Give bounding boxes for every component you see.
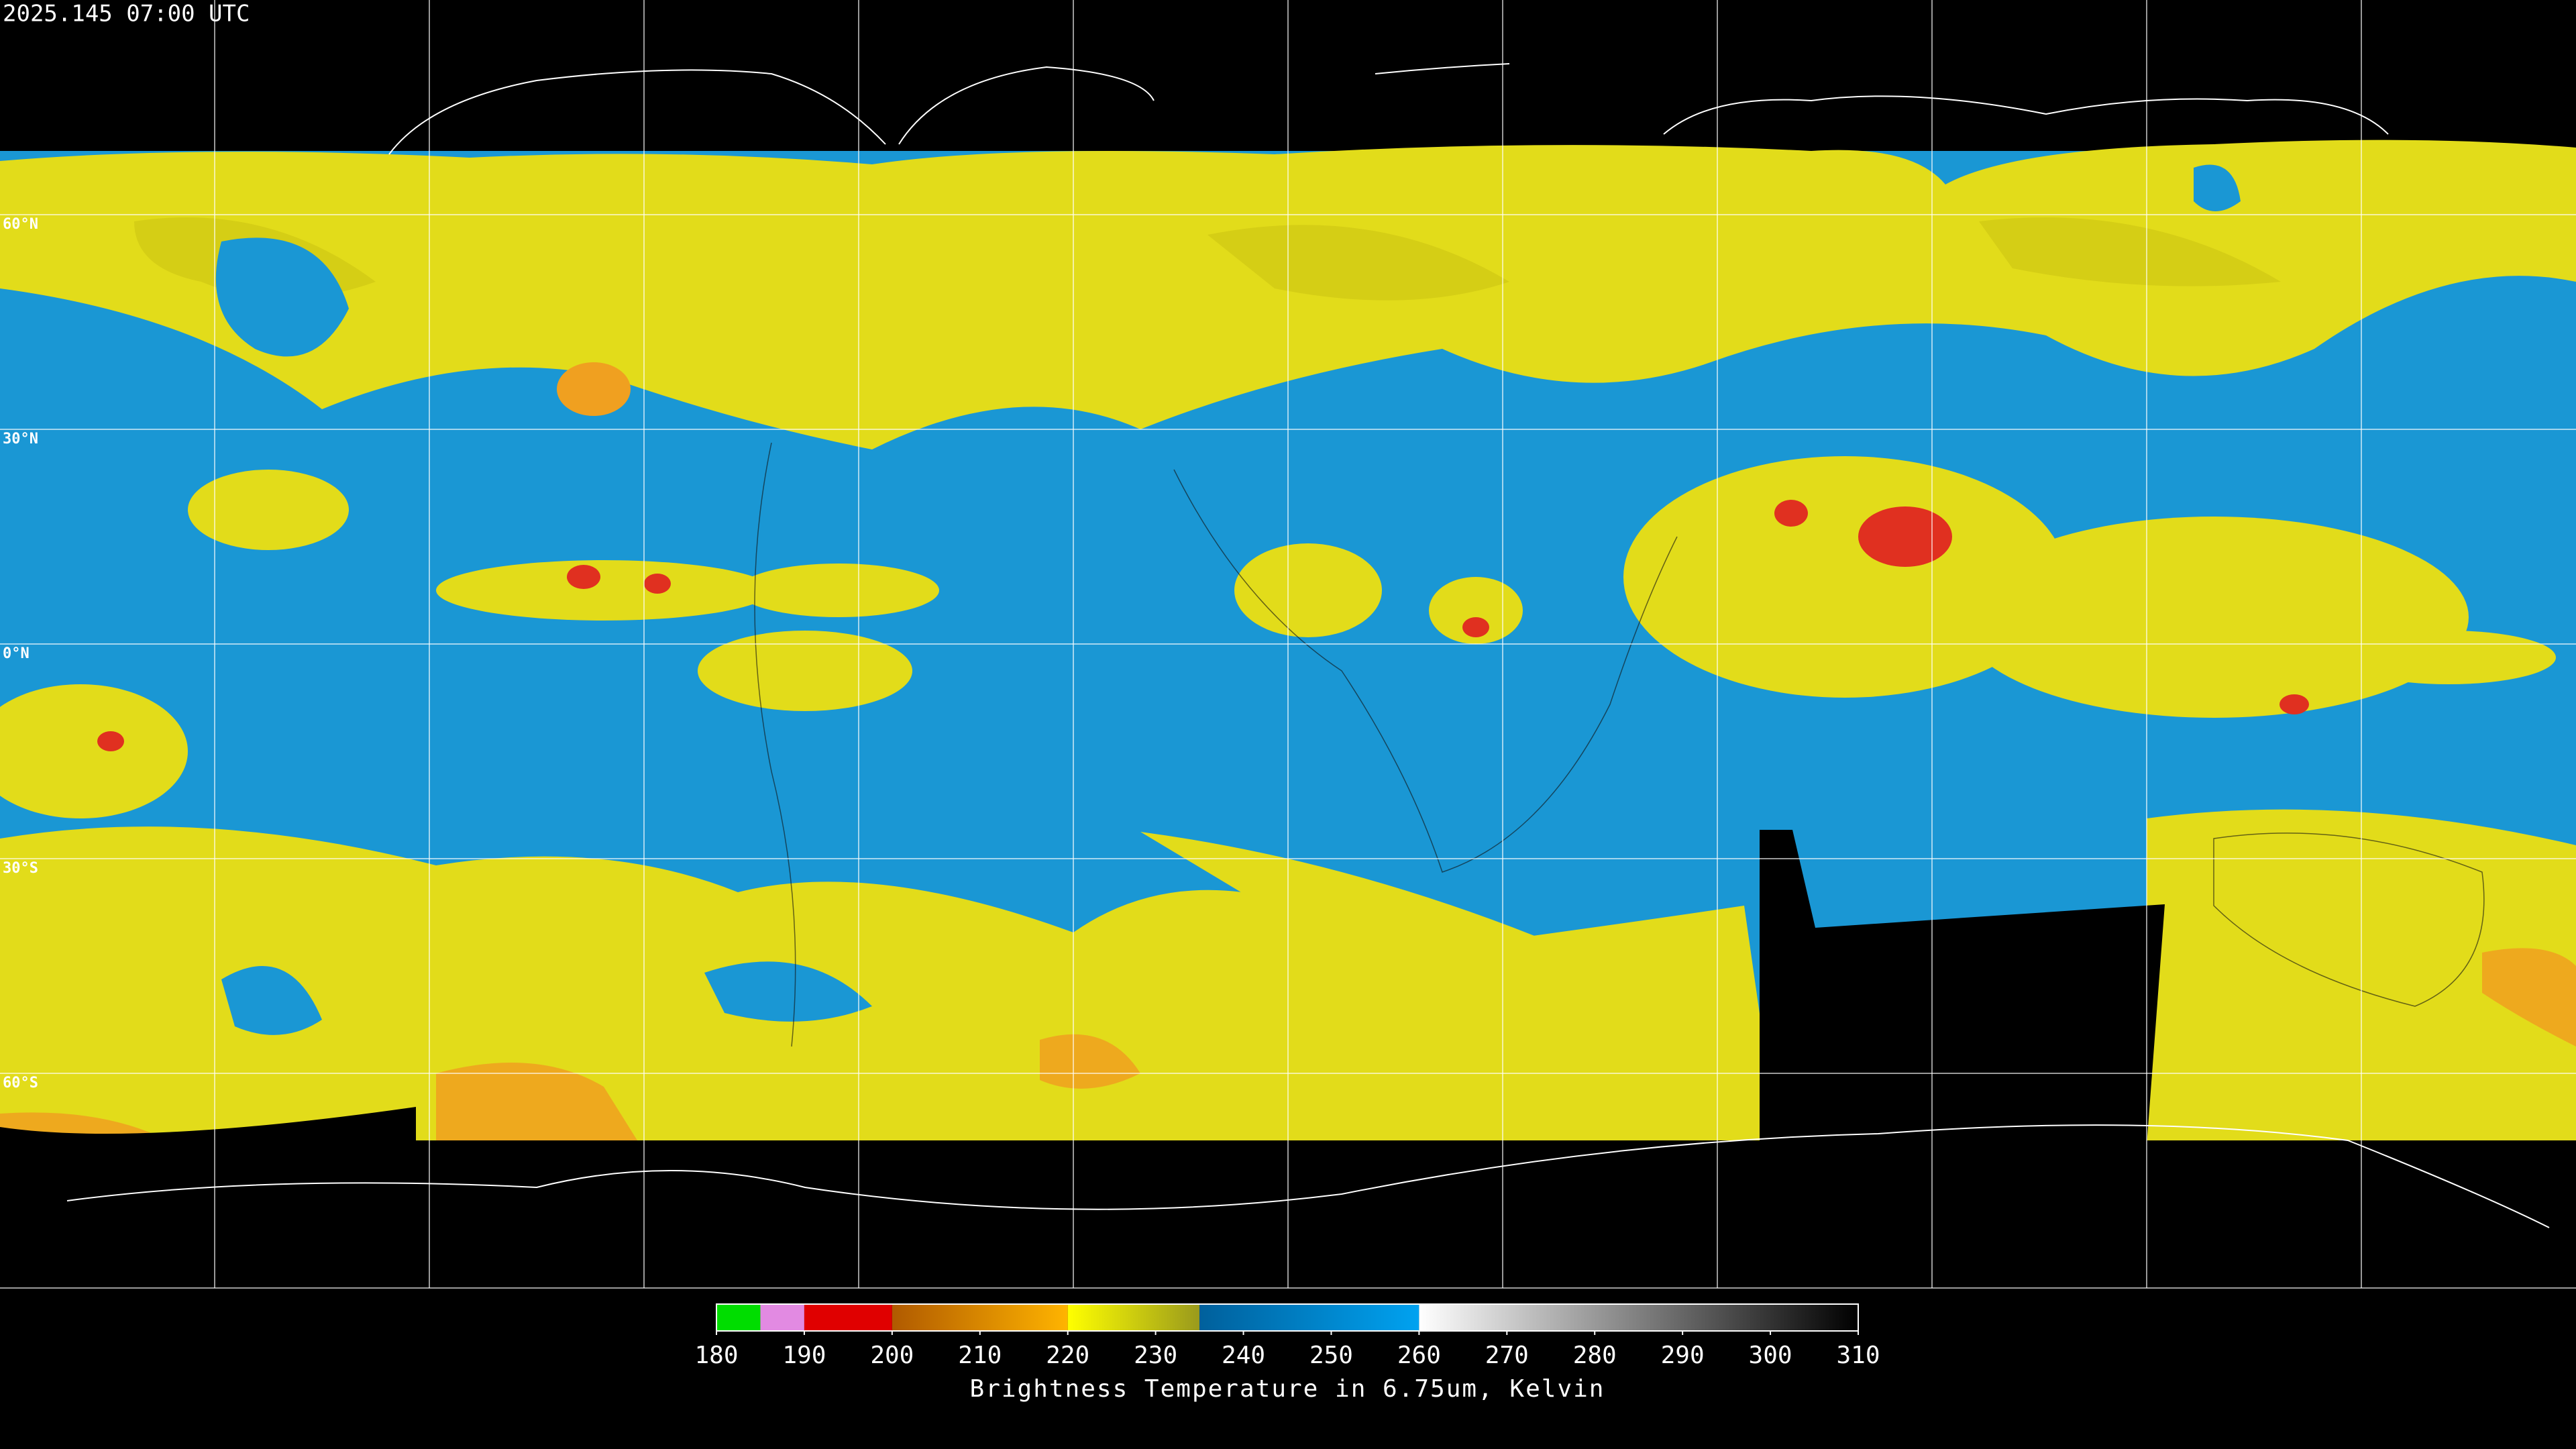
convection-cluster	[0, 684, 188, 818]
cold-cloud-top	[1858, 506, 1952, 567]
colorbar-tick-label: 180	[694, 1342, 738, 1369]
latitude-label: 30°N	[3, 431, 38, 447]
latitude-label: 0°N	[3, 645, 30, 662]
latitude-label: 60°S	[3, 1075, 38, 1091]
colorbar-segment	[716, 1304, 761, 1331]
colorbar-tick-label: 230	[1134, 1342, 1177, 1369]
graticule	[0, 0, 2576, 1289]
colorbar-frame	[716, 1303, 1859, 1332]
colorbar-segment	[1199, 1304, 1419, 1331]
latitude-label: 30°S	[3, 860, 38, 877]
coastline-antarctica	[66, 1124, 2550, 1228]
colorbar-segment	[1419, 1304, 1858, 1331]
moist-swirl-south	[221, 961, 872, 1035]
polar-edge-south	[0, 1107, 416, 1154]
colorbar-segment	[804, 1304, 892, 1331]
colorbar-tick-label: 200	[870, 1342, 914, 1369]
coastlines	[66, 63, 2550, 1228]
cold-cloud-top	[567, 565, 600, 589]
colorbar-tick-label: 280	[1573, 1342, 1617, 1369]
convection-cluster	[2341, 631, 2556, 684]
water-vapor-map	[0, 0, 2576, 1289]
no-data-region	[1760, 830, 2165, 1145]
colorbar-tick-label: 310	[1836, 1342, 1880, 1369]
cold-cloud-top	[644, 574, 671, 594]
coastline-north	[388, 63, 2389, 155]
colorbar: 180 190 200 210 220 230 240 250 260 270 280 290 300 3…	[694, 1303, 1880, 1369]
dry-band-north-streaks	[134, 217, 2281, 301]
cold-cloud-tops	[97, 362, 2309, 751]
convection-cluster	[436, 560, 771, 621]
colorbar-tick-label: 240	[1222, 1342, 1265, 1369]
coastline-continents	[754, 442, 2485, 1047]
latitude-labels: 60°N 30°N 0°N 30°S 60°S	[3, 216, 38, 1091]
convection-cluster	[188, 470, 349, 550]
colorbar-tick-label: 190	[782, 1342, 826, 1369]
colorbar-tick-label: 210	[958, 1342, 1002, 1369]
colorbar-segment	[892, 1304, 1068, 1331]
colorbar-segment	[760, 1304, 804, 1331]
colorbar-tick-label: 250	[1309, 1342, 1353, 1369]
convection-cluster	[1234, 543, 1382, 637]
colorbar-segment	[1067, 1304, 1200, 1331]
cold-cloud-top	[1462, 617, 1489, 637]
colorbar-title: Brightness Temperature in 6.75um, Kelvin	[970, 1375, 1605, 1403]
latitude-label: 60°N	[3, 216, 38, 233]
colorbar-tick-label: 270	[1485, 1342, 1529, 1369]
colorbar-tick-label: 220	[1046, 1342, 1089, 1369]
convection-cluster	[698, 631, 912, 711]
cold-cloud-top	[2279, 694, 2309, 714]
colorbar-tick-label: 290	[1661, 1342, 1705, 1369]
cold-cloud-top	[1774, 500, 1808, 527]
cold-cloud-top	[557, 362, 631, 416]
convection-cluster	[1959, 517, 2469, 718]
colorbar-tick-label: 300	[1749, 1342, 1792, 1369]
convection-cluster	[1429, 577, 1523, 644]
cold-cloud-top	[97, 731, 124, 751]
convection-cluster	[1623, 456, 2066, 698]
colorbar-tick-label: 260	[1397, 1342, 1441, 1369]
timestamp: 2025.145 07:00 UTC	[3, 1, 250, 28]
convection-cluster	[738, 564, 939, 617]
